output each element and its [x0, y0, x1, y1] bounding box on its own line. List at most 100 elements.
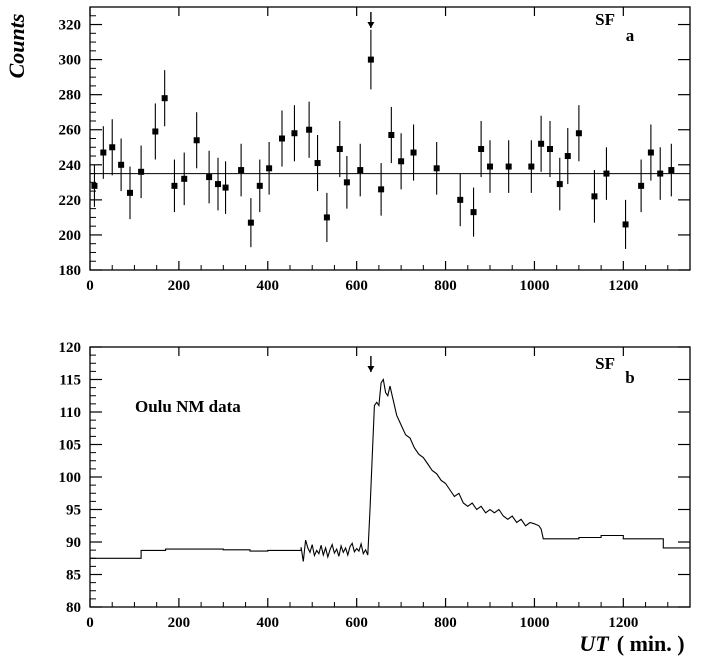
panel-a-ticks: 0 200 400 600 800 1000 1200 180 200 220 240 260 280 3… [59, 6, 691, 294]
x-axis-label: UT ( min. ) [579, 631, 684, 656]
panel-a-data-point [323, 214, 330, 221]
panel-a-y-tick-label: 280 [59, 88, 82, 104]
panel-a-data-point [575, 130, 582, 137]
panel-a-data-point [470, 209, 477, 216]
panel-b-flare-arrow [367, 356, 375, 372]
panel-a-data-point [181, 175, 188, 182]
panel-a-data-point [247, 219, 254, 226]
panel-a-x-tick-label: 0 [86, 278, 94, 294]
panel-b-y-tick-label: 85 [66, 568, 81, 584]
panel-a-data-point [591, 193, 598, 200]
panel-b-y-tick-label: 105 [59, 438, 82, 454]
panel-a-x-tick-label: 600 [345, 278, 368, 294]
panel-a-data-point [343, 179, 350, 186]
panel-a-data-point [487, 163, 493, 170]
panel-a-data-point [238, 167, 245, 174]
panel-b-flare-label: SF [595, 354, 615, 373]
panel-b-y-tick-label: 110 [59, 405, 81, 421]
panel-b-dataset-label: Oulu NM data [135, 397, 241, 416]
panel-b-x-tick-label: 1200 [608, 615, 638, 631]
panel-a-data-point [547, 146, 553, 153]
panel-a-frame [89, 6, 691, 271]
panel-b-y-tick-label: 90 [66, 535, 81, 551]
panel-a-data-point [367, 56, 374, 63]
panel-a-data-point [538, 140, 545, 147]
panel-a-data-point [433, 165, 440, 172]
panel-a: 0 200 400 600 800 1000 1200 180 200 220 240 260 280 3… [59, 6, 691, 294]
panel-a-x-tick-label: 800 [434, 278, 457, 294]
panel-a-data-point [266, 165, 273, 172]
panel-b-ticks: 0 200 400 600 800 1000 1200 80 85 90 95 100 105 110 11… [59, 340, 691, 631]
panel-a-arrow-head [367, 22, 375, 28]
panel-b-y-tick-label: 95 [66, 503, 81, 519]
panel-a-data-point [171, 182, 178, 189]
panel-a-data-point [647, 149, 654, 156]
panel-b-arrow-head [367, 366, 375, 372]
panel-a-data-point [457, 196, 464, 203]
panel-b-y-tick-label: 80 [66, 600, 81, 616]
panel-a-data-point [100, 149, 107, 156]
panel-a-data [90, 29, 690, 249]
panel-a-y-tick-label: 220 [59, 193, 82, 209]
panel-a-data-point [161, 95, 168, 102]
panel-a-data-point [314, 160, 321, 167]
panel-a-data-point [206, 174, 213, 181]
panel-b-label: b [625, 368, 634, 387]
panel-a-data-point [91, 182, 98, 189]
y-axis-label: Counts [4, 14, 29, 79]
panel-b-series-line [90, 378, 690, 562]
panel-a-y-tick-label: 300 [59, 53, 82, 69]
panel-b-y-tick-label: 120 [59, 340, 82, 356]
panel-a-data-point [638, 182, 645, 189]
panel-a-data-point [622, 221, 629, 228]
x-axis-label-name: UT [579, 631, 610, 656]
x-axis-label-unit: ( min. ) [617, 631, 685, 656]
panel-a-x-tick-label: 400 [257, 278, 280, 294]
panel-b-data [90, 378, 690, 562]
panel-a-flare-arrow [367, 12, 375, 28]
panel-a-data-point [410, 149, 417, 156]
panel-a-data-point [279, 135, 285, 142]
panel-a-y-tick-label: 180 [59, 263, 82, 279]
panel-a-data-point [306, 126, 313, 133]
panel-a-data-point [398, 158, 405, 165]
panel-a-data-point [291, 130, 298, 137]
panel-a-data-point [138, 168, 145, 175]
panel-a-y-tick-label: 260 [59, 123, 82, 139]
panel-a-data-point [505, 163, 512, 170]
panel-a-y-tick-label: 240 [59, 158, 82, 174]
panel-b-x-tick-label: 800 [434, 615, 457, 631]
panel-a-data-point [222, 184, 229, 191]
panel-b-y-tick-label: 100 [59, 470, 82, 486]
panel-a-data-point [357, 167, 364, 174]
panel-a-data-point [657, 170, 664, 177]
panel-a-data-point [478, 146, 485, 153]
panel-a-data-point [556, 181, 563, 188]
panel-a-label: a [626, 26, 635, 45]
panel-a-data-point [336, 146, 343, 153]
panel-b-x-tick-label: 400 [257, 615, 280, 631]
panel-a-data-point [109, 144, 116, 151]
panel-b-y-tick-label: 115 [59, 373, 81, 389]
panel-a-x-tick-label: 200 [168, 278, 191, 294]
panel-a-data-point [668, 167, 675, 174]
panel-a-x-tick-label: 1200 [608, 278, 638, 294]
panel-a-data-point [378, 186, 385, 193]
panel-b-x-tick-label: 200 [168, 615, 191, 631]
panel-a-data-point [118, 161, 125, 168]
panel-a-x-tick-label: 1000 [519, 278, 549, 294]
panel-b-x-tick-label: 600 [345, 615, 368, 631]
panel-a-data-point [152, 128, 159, 135]
panel-a-data-point [528, 163, 535, 170]
panel-a-data-point [603, 170, 610, 177]
panel-a-data-point [564, 153, 571, 160]
panel-a-y-tick-label: 320 [59, 18, 82, 34]
panel-b-x-tick-label: 0 [86, 615, 94, 631]
panel-a-y-tick-label: 200 [59, 228, 82, 244]
panel-a-flare-label: SF [595, 10, 615, 29]
panel-a-data-point [388, 131, 395, 138]
panel-a-data-point [256, 182, 263, 189]
panel-a-data-point [127, 189, 133, 196]
